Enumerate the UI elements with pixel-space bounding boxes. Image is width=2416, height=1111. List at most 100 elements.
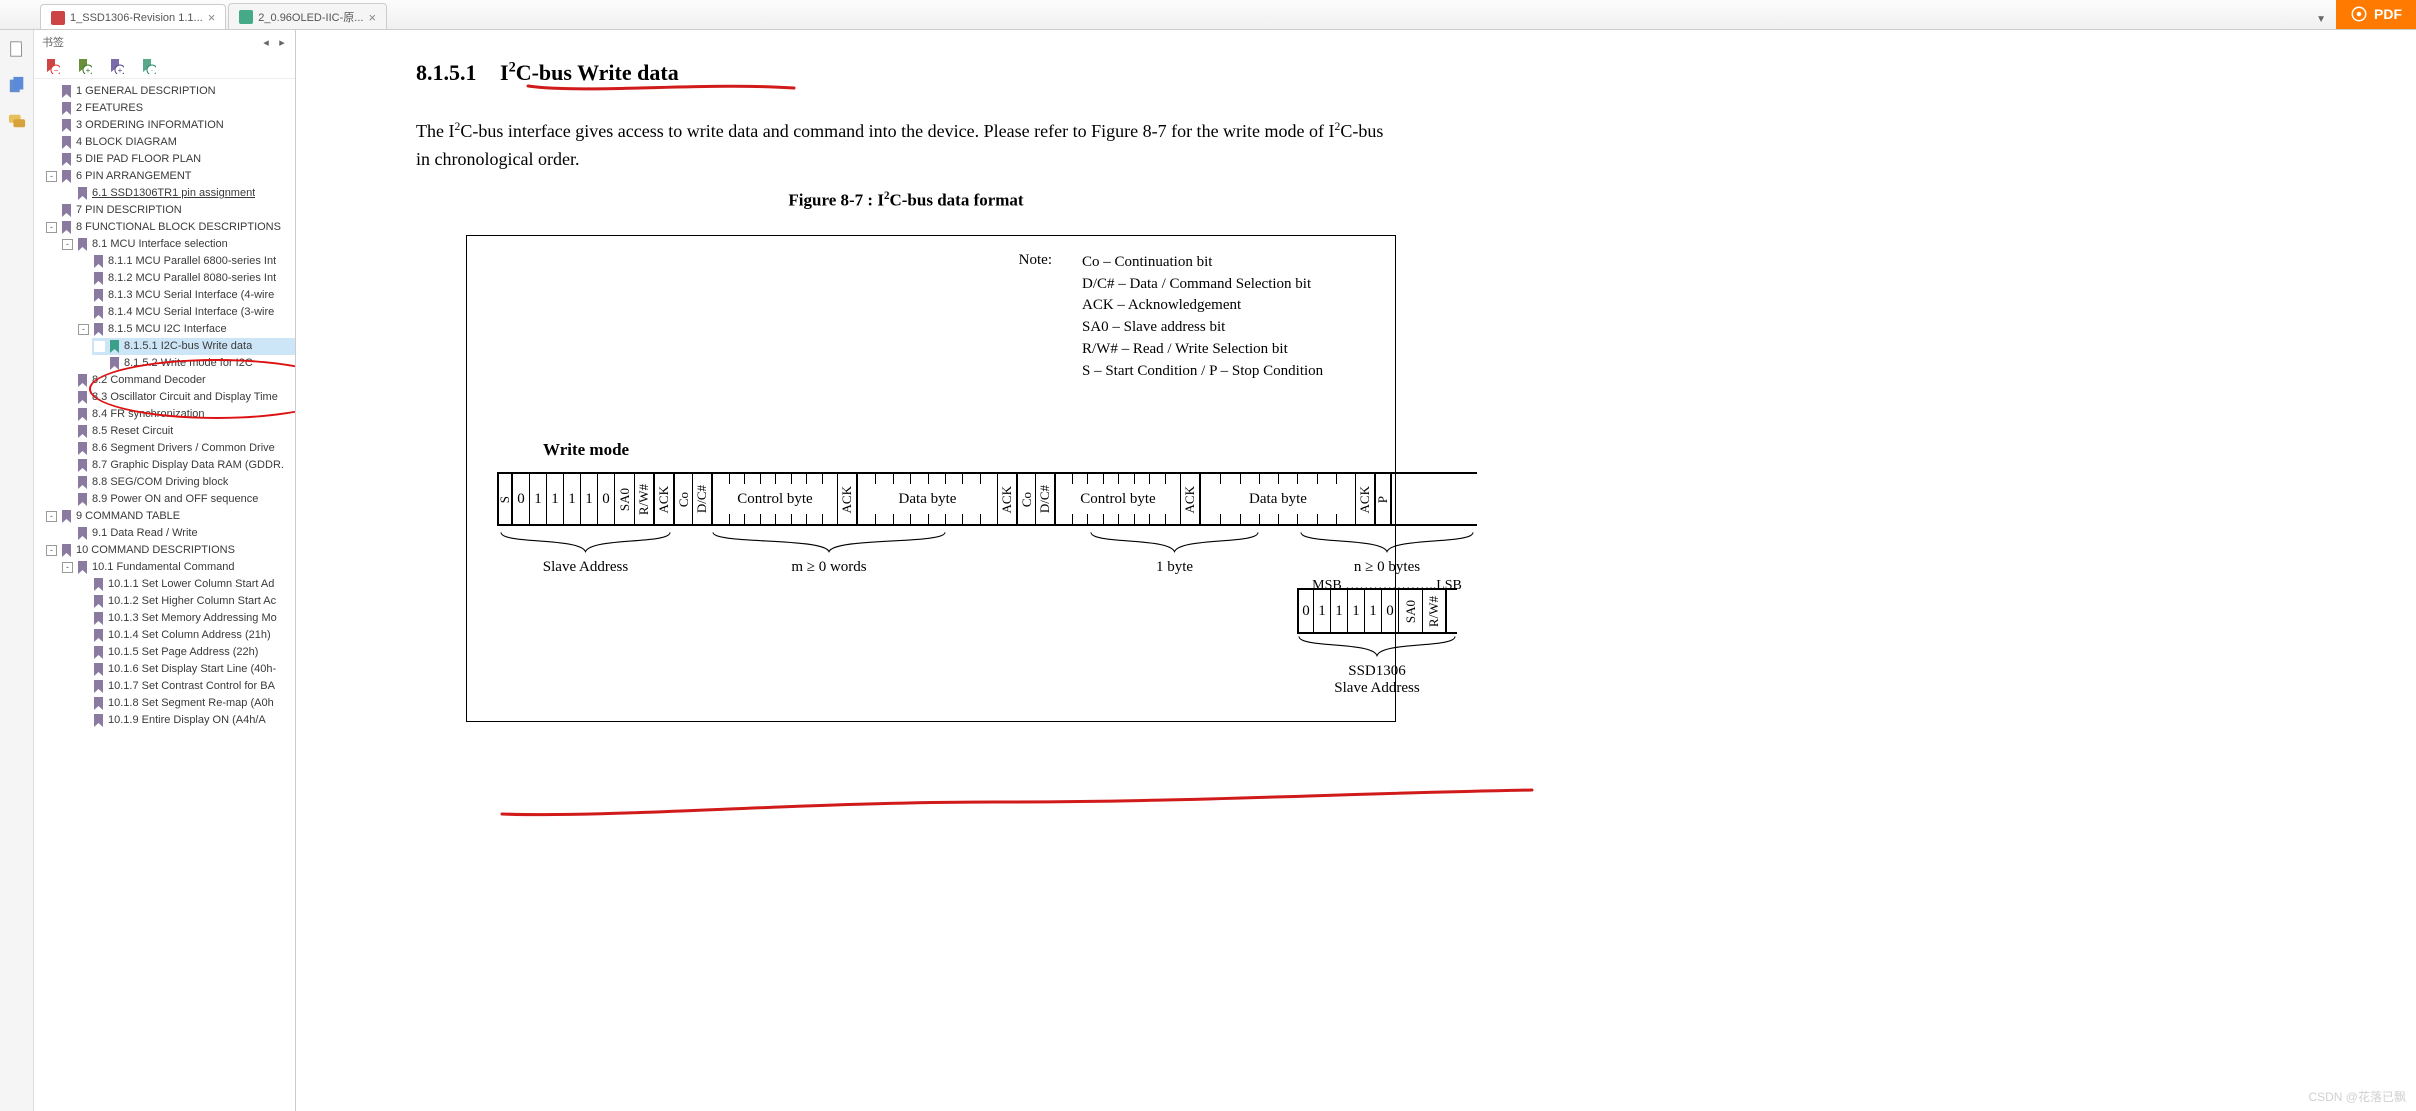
tree-node[interactable]: 8.1.1 MCU Parallel 6800-series Int bbox=[76, 253, 295, 270]
tabs-dropdown[interactable]: ▼ bbox=[2312, 10, 2330, 29]
tree-label: 8.5 Reset Circuit bbox=[92, 423, 173, 440]
section-title: I2C-bus Write data bbox=[500, 60, 679, 85]
tab-0[interactable]: 1_SSD1306-Revision 1.1... × bbox=[40, 4, 226, 29]
tree-label: 8 FUNCTIONAL BLOCK DESCRIPTIONS bbox=[76, 219, 281, 236]
timing-cell: D/C# bbox=[1036, 474, 1056, 524]
tree-node[interactable]: 4 BLOCK DIAGRAM bbox=[44, 134, 295, 151]
tree-node[interactable]: 8.7 Graphic Display Data RAM (GDDR. bbox=[60, 457, 295, 474]
tree-node[interactable]: - 9 COMMAND TABLE bbox=[44, 508, 295, 525]
bookmarks-tree[interactable]: 1 GENERAL DESCRIPTION2 FEATURES3 ORDERIN… bbox=[34, 79, 295, 1111]
tree-node[interactable]: 8.8 SEG/COM Driving block bbox=[60, 474, 295, 491]
section-heading: 8.1.5.1 I2C-bus Write data bbox=[416, 60, 679, 86]
figure-legend: Co – Continuation bitD/C# – Data / Comma… bbox=[1082, 252, 1323, 383]
tree-expander[interactable]: - bbox=[78, 324, 89, 335]
red-swash-annotation bbox=[497, 784, 1537, 824]
addr-cell: 1 bbox=[1314, 590, 1331, 632]
timing-cell: ACK bbox=[998, 474, 1018, 524]
tab-label: 1_SSD1306-Revision 1.1... bbox=[70, 12, 203, 24]
tree-node[interactable]: 8.5 Reset Circuit bbox=[60, 423, 295, 440]
tree-label: 8.1.3 MCU Serial Interface (4-wire bbox=[108, 287, 274, 304]
timing-cell: 1 bbox=[547, 474, 564, 524]
tree-label: 8.6 Segment Drivers / Common Drive bbox=[92, 440, 275, 457]
tree-node[interactable]: 1 GENERAL DESCRIPTION bbox=[44, 83, 295, 100]
legend-line: R/W# – Read / Write Selection bit bbox=[1082, 339, 1323, 361]
tree-node[interactable]: 8.1.5.2 Write mode for I2C bbox=[92, 355, 295, 372]
timing-cell: Data byte bbox=[858, 474, 998, 524]
tab-1[interactable]: 2_0.96OLED-IIC-原... × bbox=[228, 3, 387, 29]
brace-cell: m ≥ 0 words bbox=[709, 526, 949, 594]
comments-icon[interactable] bbox=[7, 112, 27, 130]
pdf-button[interactable]: PDF bbox=[2336, 0, 2416, 29]
tree-node[interactable]: 10.1.9 Entire Display ON (A4h/A bbox=[76, 712, 295, 729]
section-paragraph: The I2C-bus interface gives access to wr… bbox=[416, 118, 1396, 174]
tree-node[interactable]: 8.2 Command Decoder bbox=[60, 372, 295, 389]
note-label: Note: bbox=[1019, 252, 1052, 269]
tree-node[interactable]: -8.1.5 MCU I2C Interface bbox=[76, 321, 295, 338]
tree-expander[interactable]: - bbox=[46, 545, 57, 556]
tree-node[interactable]: 10.1.8 Set Segment Re-map (A0h bbox=[76, 695, 295, 712]
tree-node[interactable]: - 8 FUNCTIONAL BLOCK DESCRIPTIONS bbox=[44, 219, 295, 236]
tree-node[interactable]: 10.1.4 Set Column Address (21h) bbox=[76, 627, 295, 644]
tree-node[interactable]: - 10 COMMAND DESCRIPTIONS bbox=[44, 542, 295, 559]
tree-node[interactable]: 9.1 Data Read / Write bbox=[60, 525, 295, 542]
tree-label: 9 COMMAND TABLE bbox=[76, 508, 180, 525]
tree-node[interactable]: 10.1.1 Set Lower Column Start Ad bbox=[76, 576, 295, 593]
tree-label: 6.1 SSD1306TR1 pin assignment bbox=[92, 185, 255, 202]
timing-cell: ACK bbox=[1181, 474, 1201, 524]
timing-cell: 0 bbox=[513, 474, 530, 524]
tree-node[interactable]: 8.1.2 MCU Parallel 8080-series Int bbox=[76, 270, 295, 287]
tree-node[interactable]: 10.1.5 Set Page Address (22h) bbox=[76, 644, 295, 661]
addr2-subtitle: Slave Address bbox=[1297, 680, 1457, 697]
tree-expander[interactable]: - bbox=[62, 239, 73, 250]
tree-label: 8.1 MCU Interface selection bbox=[92, 236, 228, 253]
add-bookmark-icon[interactable]: + bbox=[76, 58, 92, 74]
add-child-icon[interactable]: + bbox=[108, 58, 124, 74]
tree-label: 10.1.6 Set Display Start Line (40h- bbox=[108, 661, 276, 678]
tree-node[interactable]: 10.1.3 Set Memory Addressing Mo bbox=[76, 610, 295, 627]
tree-label: 8.8 SEG/COM Driving block bbox=[92, 474, 228, 491]
tree-node[interactable]: 2 FEATURES bbox=[44, 100, 295, 117]
timing-cell: P bbox=[1376, 474, 1392, 524]
legend-line: Co – Continuation bit bbox=[1082, 252, 1323, 274]
addr-cell: SA0 bbox=[1399, 590, 1423, 632]
tree-label: 10 COMMAND DESCRIPTIONS bbox=[76, 542, 235, 559]
tab-close-icon[interactable]: × bbox=[208, 10, 216, 25]
tree-node[interactable]: -10.1 Fundamental Command bbox=[60, 559, 295, 576]
tree-node[interactable]: 5 DIE PAD FLOOR PLAN bbox=[44, 151, 295, 168]
tree-node[interactable]: 10.1.7 Set Contrast Control for BA bbox=[76, 678, 295, 695]
brace-cell: 1 byte bbox=[1087, 526, 1262, 594]
tree-node[interactable]: 7 PIN DESCRIPTION bbox=[44, 202, 295, 219]
tree-label: 8.2 Command Decoder bbox=[92, 372, 206, 389]
expand-all-icon[interactable]: − bbox=[44, 58, 60, 74]
page-icon[interactable] bbox=[7, 40, 27, 58]
tree-node[interactable]: 8.9 Power ON and OFF sequence bbox=[60, 491, 295, 508]
tree-node[interactable]: 8.1.4 MCU Serial Interface (3-wire bbox=[76, 304, 295, 321]
tree-node[interactable]: 8.3 Oscillator Circuit and Display Time bbox=[60, 389, 295, 406]
tree-node[interactable]: -6 PIN ARRANGEMENT bbox=[44, 168, 295, 185]
tree-node[interactable]: 6.1 SSD1306TR1 pin assignment bbox=[60, 185, 295, 202]
tab-close-icon[interactable]: × bbox=[368, 10, 376, 25]
tree-node[interactable]: - 8.1 MCU Interface selection bbox=[60, 236, 295, 253]
legend-line: SA0 – Slave address bit bbox=[1082, 317, 1323, 339]
tree-expander[interactable]: - bbox=[62, 562, 73, 573]
panel-hide-right[interactable]: ▸ bbox=[275, 35, 289, 49]
tree-expander[interactable]: - bbox=[46, 511, 57, 522]
tree-node[interactable]: 8.1.3 MCU Serial Interface (4-wire bbox=[76, 287, 295, 304]
tree-expander[interactable]: - bbox=[46, 222, 57, 233]
tabs: 1_SSD1306-Revision 1.1... × 2_0.96OLED-I… bbox=[0, 0, 2312, 29]
tree-node[interactable]: 10.1.6 Set Display Start Line (40h- bbox=[76, 661, 295, 678]
tree-expander[interactable]: - bbox=[46, 171, 57, 182]
addr-cell: R/W# bbox=[1423, 590, 1447, 632]
panel-hide-left[interactable]: ◂ bbox=[259, 35, 273, 49]
timing-cell: Control byte bbox=[713, 474, 838, 524]
options-icon[interactable]: · bbox=[140, 58, 156, 74]
svg-text:·: · bbox=[151, 66, 154, 74]
tree-node[interactable]: 3 ORDERING INFORMATION bbox=[44, 117, 295, 134]
copy-icon[interactable] bbox=[7, 76, 27, 94]
document-view[interactable]: 8.1.5.1 I2C-bus Write data The I2C-bus i… bbox=[296, 30, 2416, 1111]
tree-node[interactable]: 8.4 FR synchronization bbox=[60, 406, 295, 423]
tree-node[interactable]: 8.6 Segment Drivers / Common Drive bbox=[60, 440, 295, 457]
addr-cell: 1 bbox=[1331, 590, 1348, 632]
tree-node[interactable]: 8.1.5.1 I2C-bus Write data bbox=[92, 338, 295, 355]
tree-node[interactable]: 10.1.2 Set Higher Column Start Ac bbox=[76, 593, 295, 610]
